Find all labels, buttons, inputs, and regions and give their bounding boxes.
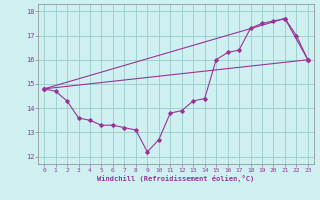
X-axis label: Windchill (Refroidissement éolien,°C): Windchill (Refroidissement éolien,°C) <box>97 175 255 182</box>
